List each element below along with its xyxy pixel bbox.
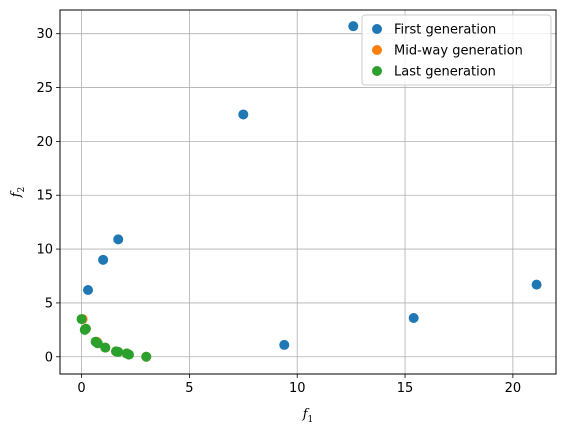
x-tick-label: 10 [289,381,306,396]
legend-marker-series-1 [372,45,382,55]
scatter-point-series-0 [113,234,124,245]
plot-frame [59,9,557,375]
y-tick-label: 25 [36,81,53,96]
scatter-point-series-2 [80,323,91,334]
legend-label-series-1: Mid-way generation [394,44,523,59]
axis-ticks: 0 5 10 15 20 0 5 10 15 20 25 30 [36,27,521,396]
y-tick-label: 0 [45,350,53,365]
scatter-point-series-0 [279,339,290,350]
legend-marker-series-2 [372,66,382,76]
scatter-point-series-2 [100,342,111,353]
legend: First generation Mid-way generation Last g… [361,14,552,86]
legend-label-series-2: Last generation [394,65,496,80]
scatter-point-series-0 [408,313,419,323]
y-tick-label: 5 [45,296,53,311]
x-tick-label: 20 [505,381,522,396]
scatter-point-series-0 [98,254,109,265]
y-tick-label: 10 [36,243,53,258]
scatter-point-series-2 [113,346,124,357]
x-tick-label: 15 [397,381,414,396]
scatter-point-series-2 [141,351,152,362]
scatter-point-series-0 [348,21,359,32]
legend-label-series-0: First generation [394,23,496,38]
x-tick-label: 5 [185,381,193,396]
y-axis-label: f2 [9,187,27,199]
scatter-point-series-2 [76,314,87,325]
legend-marker-series-0 [372,24,382,34]
scatter-point-series-0 [531,279,542,290]
scatter-point-series-0 [83,285,94,295]
y-tick-label: 20 [36,135,53,150]
y-tick-label: 30 [36,27,53,42]
x-tick-label: 0 [77,381,85,396]
scatter-point-series-2 [124,349,135,360]
scatter-point-series-0 [238,109,249,120]
x-axis-label: f1 [302,407,314,425]
data-points [76,21,542,362]
y-tick-label: 15 [36,189,53,204]
legend-box [361,14,552,86]
scatter-point-series-2 [92,338,103,349]
